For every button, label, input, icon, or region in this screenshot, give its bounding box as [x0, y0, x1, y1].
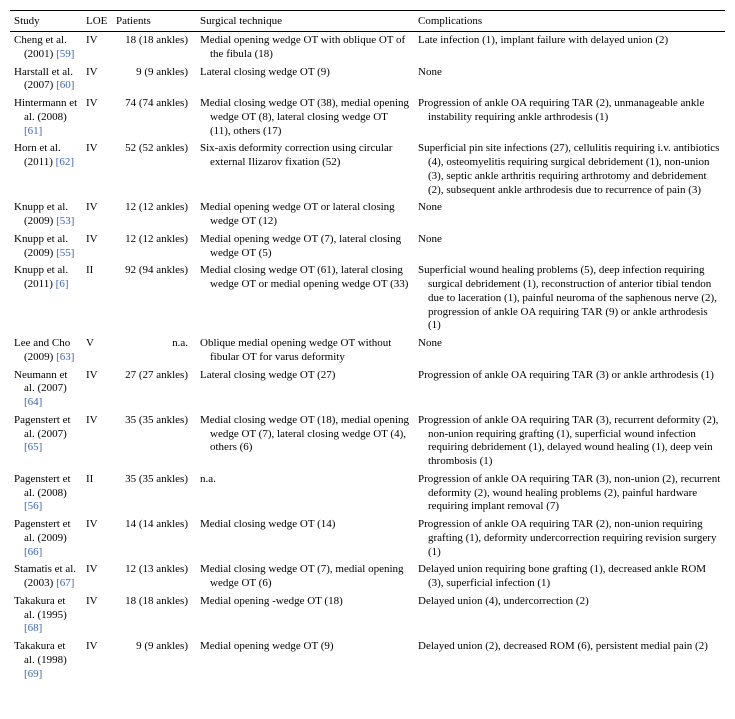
cell-study: Pagenstert et al. (2009) [66]: [10, 516, 82, 561]
table-row: Knupp et al. (2009) [53]IV12 (12 ankles)…: [10, 199, 725, 231]
cell-loe: II: [82, 471, 112, 516]
cell-loe: IV: [82, 593, 112, 638]
cell-study: Knupp et al. (2009) [55]: [10, 231, 82, 263]
cell-technique: Medial opening wedge OT (7), lateral clo…: [196, 231, 414, 263]
header-technique: Surgical technique: [196, 11, 414, 32]
cell-complications: Progression of ankle OA requiring TAR (3…: [414, 412, 725, 471]
cell-study: Horn et al. (2011) [62]: [10, 140, 82, 199]
cell-patients: 27 (27 ankles): [112, 367, 196, 412]
cell-study: Knupp et al. (2011) [6]: [10, 262, 82, 335]
cell-patients: 9 (9 ankles): [112, 64, 196, 96]
table-body: Cheng et al. (2001) [59]IV18 (18 ankles)…: [10, 32, 725, 684]
table-row: Knupp et al. (2009) [55]IV12 (12 ankles)…: [10, 231, 725, 263]
cell-technique: Lateral closing wedge OT (9): [196, 64, 414, 96]
cell-patients: 52 (52 ankles): [112, 140, 196, 199]
cell-loe: IV: [82, 64, 112, 96]
cell-loe: IV: [82, 412, 112, 471]
cell-complications: Progression of ankle OA requiring TAR (2…: [414, 95, 725, 140]
header-patients: Patients: [112, 11, 196, 32]
cell-loe: IV: [82, 638, 112, 683]
cell-patients: n.a.: [112, 335, 196, 367]
cell-complications: Superficial pin site infections (27), ce…: [414, 140, 725, 199]
cell-loe: IV: [82, 231, 112, 263]
table-row: Takakura et al. (1998) [69]IV9 (9 ankles…: [10, 638, 725, 683]
header-loe: LOE: [82, 11, 112, 32]
cell-patients: 92 (94 ankles): [112, 262, 196, 335]
cell-complications: Delayed union requiring bone grafting (1…: [414, 561, 725, 593]
cell-technique: n.a.: [196, 471, 414, 516]
cell-complications: Progression of ankle OA requiring TAR (3…: [414, 367, 725, 412]
cell-patients: 35 (35 ankles): [112, 412, 196, 471]
cell-study: Stamatis et al. (2003) [67]: [10, 561, 82, 593]
cell-technique: Medial closing wedge OT (14): [196, 516, 414, 561]
cell-technique: Medial opening wedge OT (9): [196, 638, 414, 683]
cell-patients: 12 (12 ankles): [112, 231, 196, 263]
cell-technique: Medial closing wedge OT (61), lateral cl…: [196, 262, 414, 335]
cell-patients: 35 (35 ankles): [112, 471, 196, 516]
cell-complications: None: [414, 199, 725, 231]
cell-study: Hintermann et al. (2008) [61]: [10, 95, 82, 140]
cell-study: Lee and Cho (2009) [63]: [10, 335, 82, 367]
cell-loe: IV: [82, 367, 112, 412]
cell-loe: IV: [82, 32, 112, 64]
table-row: Harstall et al. (2007) [60]IV9 (9 ankles…: [10, 64, 725, 96]
table-row: Horn et al. (2011) [62]IV52 (52 ankles)S…: [10, 140, 725, 199]
cell-complications: None: [414, 64, 725, 96]
cell-loe: V: [82, 335, 112, 367]
table-row: Stamatis et al. (2003) [67]IV12 (13 ankl…: [10, 561, 725, 593]
cell-complications: Delayed union (2), decreased ROM (6), pe…: [414, 638, 725, 683]
cell-complications: Superficial wound healing problems (5), …: [414, 262, 725, 335]
table-row: Takakura et al. (1995) [68]IV18 (18 ankl…: [10, 593, 725, 638]
cell-study: Pagenstert et al. (2008) [56]: [10, 471, 82, 516]
cell-patients: 12 (12 ankles): [112, 199, 196, 231]
table-row: Neumann et al. (2007) [64]IV27 (27 ankle…: [10, 367, 725, 412]
cell-study: Neumann et al. (2007) [64]: [10, 367, 82, 412]
table-row: Pagenstert et al. (2008) [56]II35 (35 an…: [10, 471, 725, 516]
cell-complications: None: [414, 335, 725, 367]
header-complications: Complications: [414, 11, 725, 32]
table-row: Knupp et al. (2011) [6]II92 (94 ankles)M…: [10, 262, 725, 335]
cell-technique: Six-axis deformity correction using circ…: [196, 140, 414, 199]
cell-loe: IV: [82, 95, 112, 140]
cell-patients: 18 (18 ankles): [112, 32, 196, 64]
cell-study: Takakura et al. (1995) [68]: [10, 593, 82, 638]
cell-technique: Medial closing wedge OT (38), medial ope…: [196, 95, 414, 140]
cell-technique: Oblique medial opening wedge OT without …: [196, 335, 414, 367]
cell-technique: Medial closing wedge OT (7), medial open…: [196, 561, 414, 593]
cell-study: Takakura et al. (1998) [69]: [10, 638, 82, 683]
cell-patients: 12 (13 ankles): [112, 561, 196, 593]
cell-loe: IV: [82, 199, 112, 231]
cell-technique: Medial opening -wedge OT (18): [196, 593, 414, 638]
cell-patients: 74 (74 ankles): [112, 95, 196, 140]
cell-loe: IV: [82, 140, 112, 199]
table-row: Pagenstert et al. (2009) [66]IV14 (14 an…: [10, 516, 725, 561]
cell-complications: Late infection (1), implant failure with…: [414, 32, 725, 64]
studies-table: Study LOE Patients Surgical technique Co…: [10, 10, 725, 683]
cell-study: Pagenstert et al. (2007) [65]: [10, 412, 82, 471]
cell-complications: Progression of ankle OA requiring TAR (2…: [414, 516, 725, 561]
cell-technique: Lateral closing wedge OT (27): [196, 367, 414, 412]
cell-patients: 9 (9 ankles): [112, 638, 196, 683]
cell-study: Harstall et al. (2007) [60]: [10, 64, 82, 96]
header-study: Study: [10, 11, 82, 32]
table-row: Lee and Cho (2009) [63]Vn.a.Oblique medi…: [10, 335, 725, 367]
cell-patients: 18 (18 ankles): [112, 593, 196, 638]
cell-technique: Medial opening wedge OT or lateral closi…: [196, 199, 414, 231]
cell-patients: 14 (14 ankles): [112, 516, 196, 561]
cell-complications: Delayed union (4), undercorrection (2): [414, 593, 725, 638]
cell-complications: None: [414, 231, 725, 263]
cell-loe: IV: [82, 516, 112, 561]
cell-study: Knupp et al. (2009) [53]: [10, 199, 82, 231]
cell-study: Cheng et al. (2001) [59]: [10, 32, 82, 64]
table-row: Hintermann et al. (2008) [61]IV74 (74 an…: [10, 95, 725, 140]
table-row: Pagenstert et al. (2007) [65]IV35 (35 an…: [10, 412, 725, 471]
cell-loe: IV: [82, 561, 112, 593]
table-row: Cheng et al. (2001) [59]IV18 (18 ankles)…: [10, 32, 725, 64]
cell-loe: II: [82, 262, 112, 335]
cell-complications: Progression of ankle OA requiring TAR (3…: [414, 471, 725, 516]
table-header-row: Study LOE Patients Surgical technique Co…: [10, 11, 725, 32]
cell-technique: Medial closing wedge OT (18), medial ope…: [196, 412, 414, 471]
cell-technique: Medial opening wedge OT with oblique OT …: [196, 32, 414, 64]
